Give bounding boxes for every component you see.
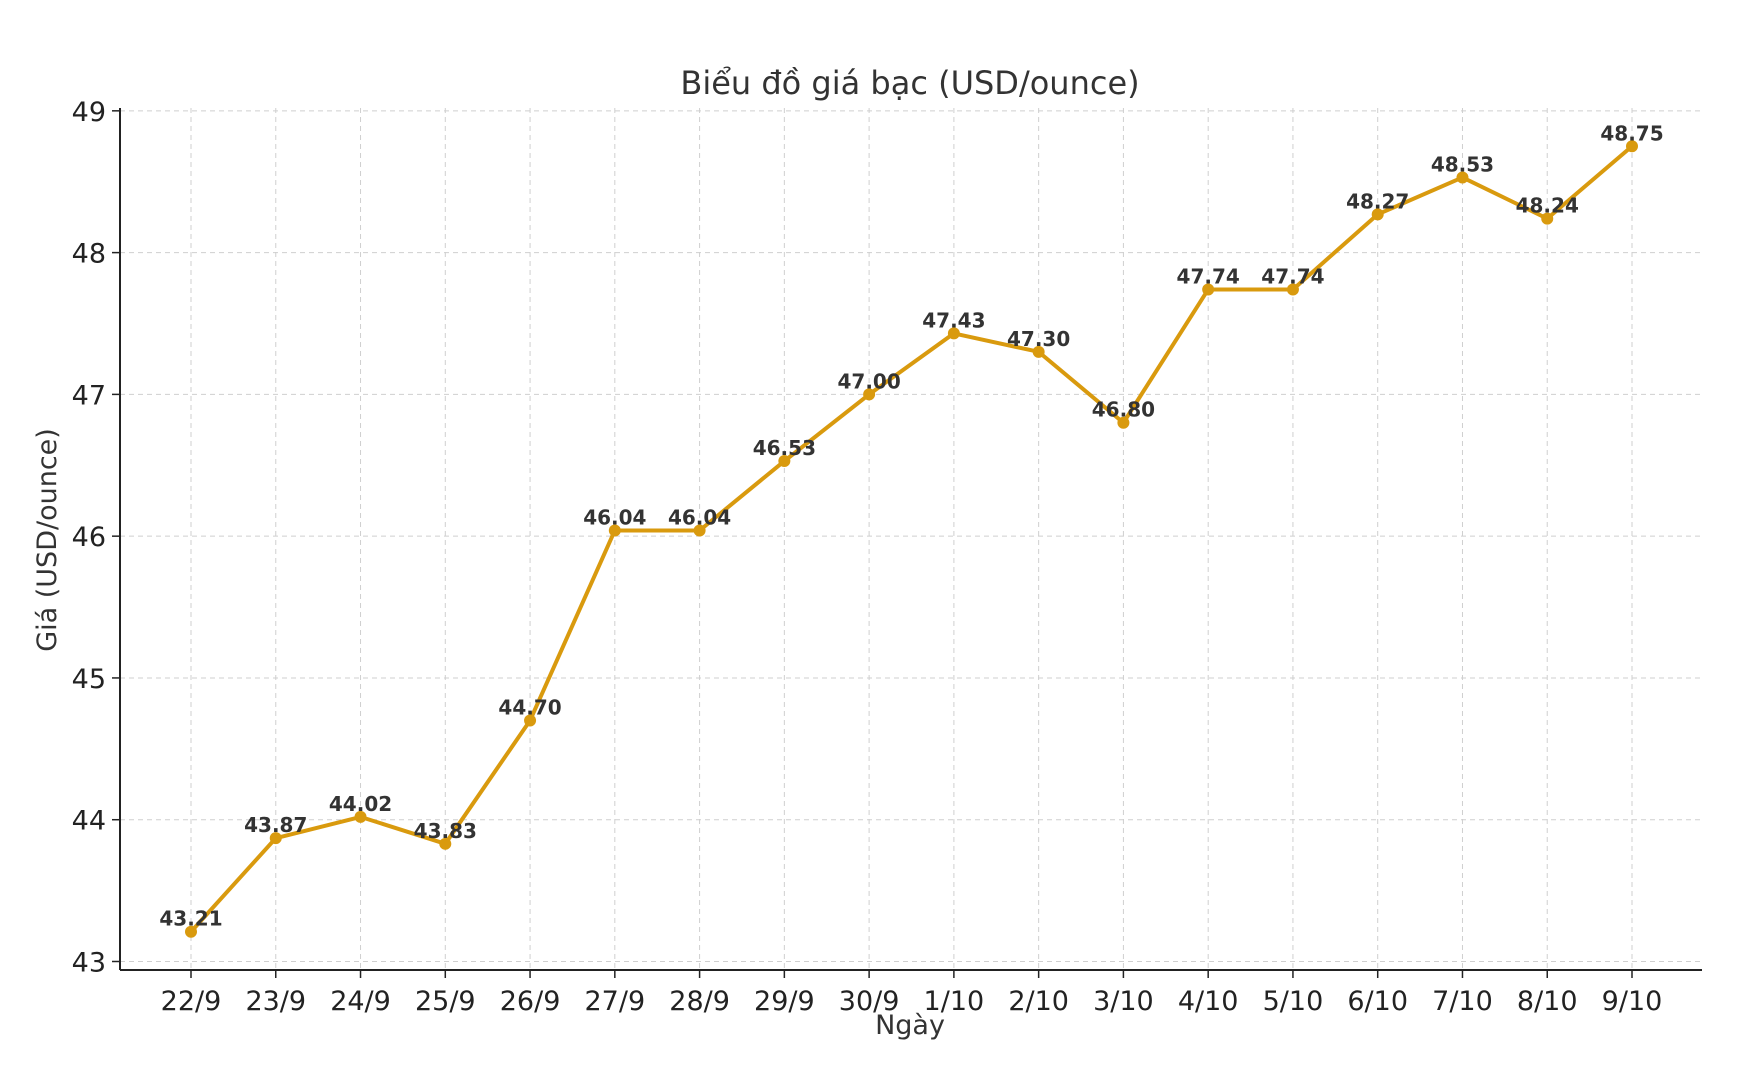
x-tick-label: 5/10 [1263,986,1324,1017]
data-point [1032,345,1045,358]
grid-layer [120,108,1702,970]
data-label: 48.75 [1600,121,1663,145]
data-point [1286,283,1299,296]
data-label: 47.43 [922,308,985,332]
x-tick-label: 2/10 [1008,986,1069,1017]
data-point [269,832,282,845]
data-label: 48.24 [1516,194,1579,218]
data-label: 43.83 [414,819,477,843]
data-labels-layer: 43.21 43.87 44.02 43.83 44.70 46.04 46.04 46.53… [159,121,1663,930]
series-layer [185,140,1638,938]
data-label: 48.53 [1431,152,1494,176]
y-tick-label: 45 [72,664,106,695]
y-tick-label: 44 [72,806,106,837]
data-label: 43.87 [244,813,307,837]
y-tick-label: 43 [72,947,106,978]
x-tick-label: 26/9 [500,986,561,1017]
series-line [189,144,1634,934]
y-tick-label: 46 [72,522,106,553]
x-axis-label: Ngày [875,1010,945,1041]
data-label: 44.02 [329,792,392,816]
x-tick-label: 6/10 [1347,986,1408,1017]
y-tick-label: 49 [72,97,106,128]
y-tick-label: 48 [72,239,106,270]
chart-title: Biểu đồ giá bạc (USD/ounce) [680,64,1139,102]
x-tick-label: 25/9 [415,986,476,1017]
data-label: 46.04 [583,505,646,529]
x-tick-label: 4/10 [1178,986,1239,1017]
data-point [1626,140,1638,153]
y-axis-label: Giá (USD/ounce) [32,428,63,652]
data-point [524,714,537,727]
x-tick-label: 3/10 [1093,986,1154,1017]
y-tick-label: 47 [72,380,106,411]
x-tick-label: 30/9 [839,986,900,1017]
data-point [185,925,197,938]
x-tick-label: 1/10 [924,986,985,1017]
data-point [439,837,452,850]
data-point [863,388,876,401]
data-label: 46.80 [1092,398,1155,422]
x-tick-label: 27/9 [585,986,646,1017]
data-point [1371,208,1384,221]
x-tick-label: 23/9 [245,986,306,1017]
data-label: 48.27 [1346,189,1409,213]
x-tick-label: 7/10 [1432,986,1493,1017]
data-label: 44.70 [498,695,561,719]
x-tick-label: 28/9 [669,986,730,1017]
data-label: 43.21 [159,907,222,931]
data-point [693,524,706,537]
data-label: 47.74 [1261,264,1324,288]
data-label: 47.00 [837,369,900,393]
x-tick-label: 22/9 [161,986,222,1017]
data-point [1456,171,1469,184]
x-tick-label: 9/10 [1602,986,1663,1017]
data-label: 46.53 [753,436,816,460]
axes-layer: 43 44 45 46 47 48 49 22/9 23/9 24/9 25/9 26/9 27/9 28… [72,97,1702,1017]
data-label: 47.74 [1177,264,1240,288]
x-tick-label: 8/10 [1517,986,1578,1017]
data-point [1541,212,1554,225]
data-point [1202,283,1215,296]
data-point [778,455,791,468]
data-label: 47.30 [1007,327,1070,351]
data-point [1117,416,1130,429]
data-point [947,327,960,340]
x-tick-label: 29/9 [754,986,815,1017]
data-point [354,810,367,823]
data-label: 46.04 [668,505,731,529]
x-tick-label: 24/9 [330,986,391,1017]
data-point [608,524,621,537]
